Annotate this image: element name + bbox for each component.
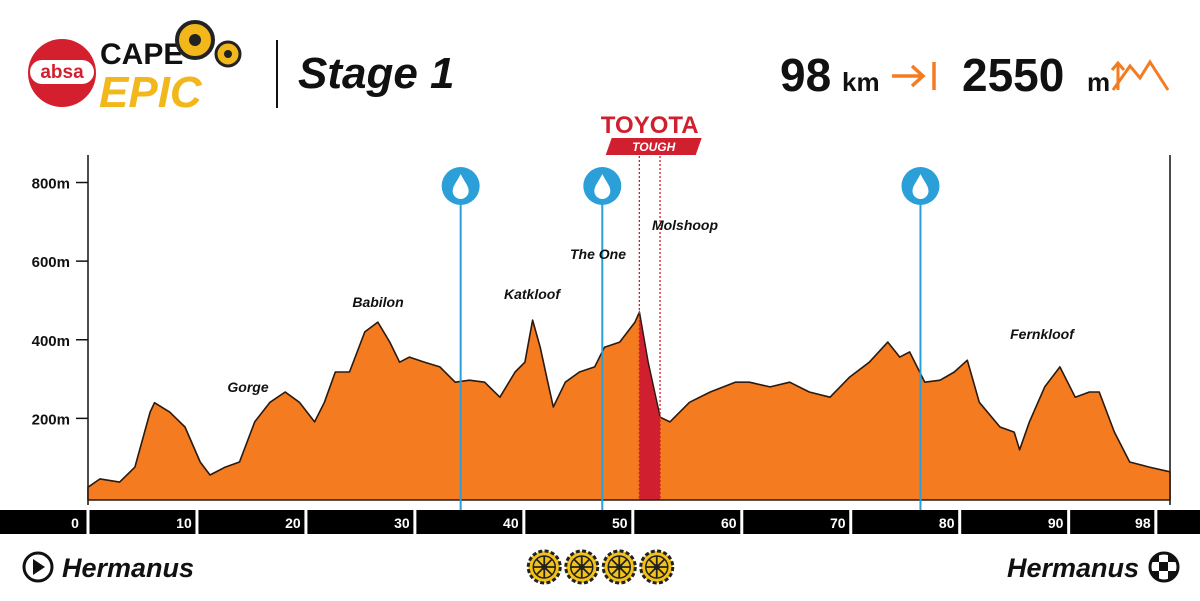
x-tick-label: 30 bbox=[394, 515, 410, 531]
climb-label: The One bbox=[570, 246, 626, 262]
y-tick-label: 400m bbox=[32, 333, 70, 350]
climb-label: Gorge bbox=[227, 379, 268, 395]
climb-label: Katkloof bbox=[504, 286, 561, 302]
x-tick-label: 80 bbox=[939, 515, 955, 531]
logo-line2: EPIC bbox=[99, 68, 203, 117]
x-tick-label: 10 bbox=[176, 515, 192, 531]
y-tick-label: 800m bbox=[32, 176, 70, 193]
stage-title: Stage 1 bbox=[298, 49, 455, 98]
y-tick-label: 200m bbox=[32, 411, 70, 428]
logo-band bbox=[30, 60, 94, 84]
finish-location: Hermanus bbox=[1007, 553, 1139, 583]
tough-badge bbox=[605, 138, 702, 155]
x-tick-label: 90 bbox=[1048, 515, 1064, 531]
climb-label: Babilon bbox=[352, 294, 403, 310]
water-drop bbox=[594, 174, 611, 199]
start-location: Hermanus bbox=[62, 553, 194, 583]
distance-icon bbox=[892, 62, 936, 90]
x-axis: 0 10 20 30 40 50 60 70 80 90 98 bbox=[71, 510, 1158, 534]
logo-line1: CAPE bbox=[100, 38, 183, 71]
x-tick-label: 20 bbox=[285, 515, 301, 531]
difficulty-cog bbox=[526, 549, 562, 585]
x-tick-label: 50 bbox=[612, 515, 628, 531]
distance-value: 98 bbox=[780, 49, 831, 101]
water-drop bbox=[912, 174, 929, 199]
tough-sponsor: TOYOTA bbox=[601, 112, 699, 139]
difficulty-cog bbox=[601, 549, 637, 585]
logo: absa CAPE EPIC bbox=[28, 20, 242, 117]
start-icon bbox=[22, 551, 54, 583]
elevation-value: 2550 bbox=[962, 49, 1064, 101]
y-tick-label: 600m bbox=[32, 254, 70, 271]
elevation-icon bbox=[1110, 59, 1170, 91]
distance-unit: km bbox=[842, 67, 880, 97]
x-tick-label: 98 bbox=[1135, 515, 1151, 531]
difficulty-cog bbox=[639, 549, 675, 585]
tough-label: TOUGH bbox=[632, 140, 675, 154]
elevation-area bbox=[87, 311, 1171, 501]
water-drop bbox=[452, 174, 469, 199]
x-tick-label: 60 bbox=[721, 515, 737, 531]
x-tick-label: 0 bbox=[71, 515, 79, 531]
logo-gears bbox=[175, 20, 242, 68]
difficulty-cog bbox=[564, 549, 600, 585]
finish-icon bbox=[1148, 551, 1180, 583]
x-tick-label: 40 bbox=[503, 515, 519, 531]
axis-bar bbox=[0, 510, 1200, 534]
x-tick-label: 70 bbox=[830, 515, 846, 531]
climb-label: Molshoop bbox=[652, 217, 719, 233]
tough-area bbox=[639, 310, 661, 500]
difficulty bbox=[526, 549, 675, 585]
logo-sponsor: absa bbox=[40, 62, 84, 83]
elevation-unit: m bbox=[1087, 67, 1110, 97]
climb-label: Fernkloof bbox=[1010, 326, 1075, 342]
